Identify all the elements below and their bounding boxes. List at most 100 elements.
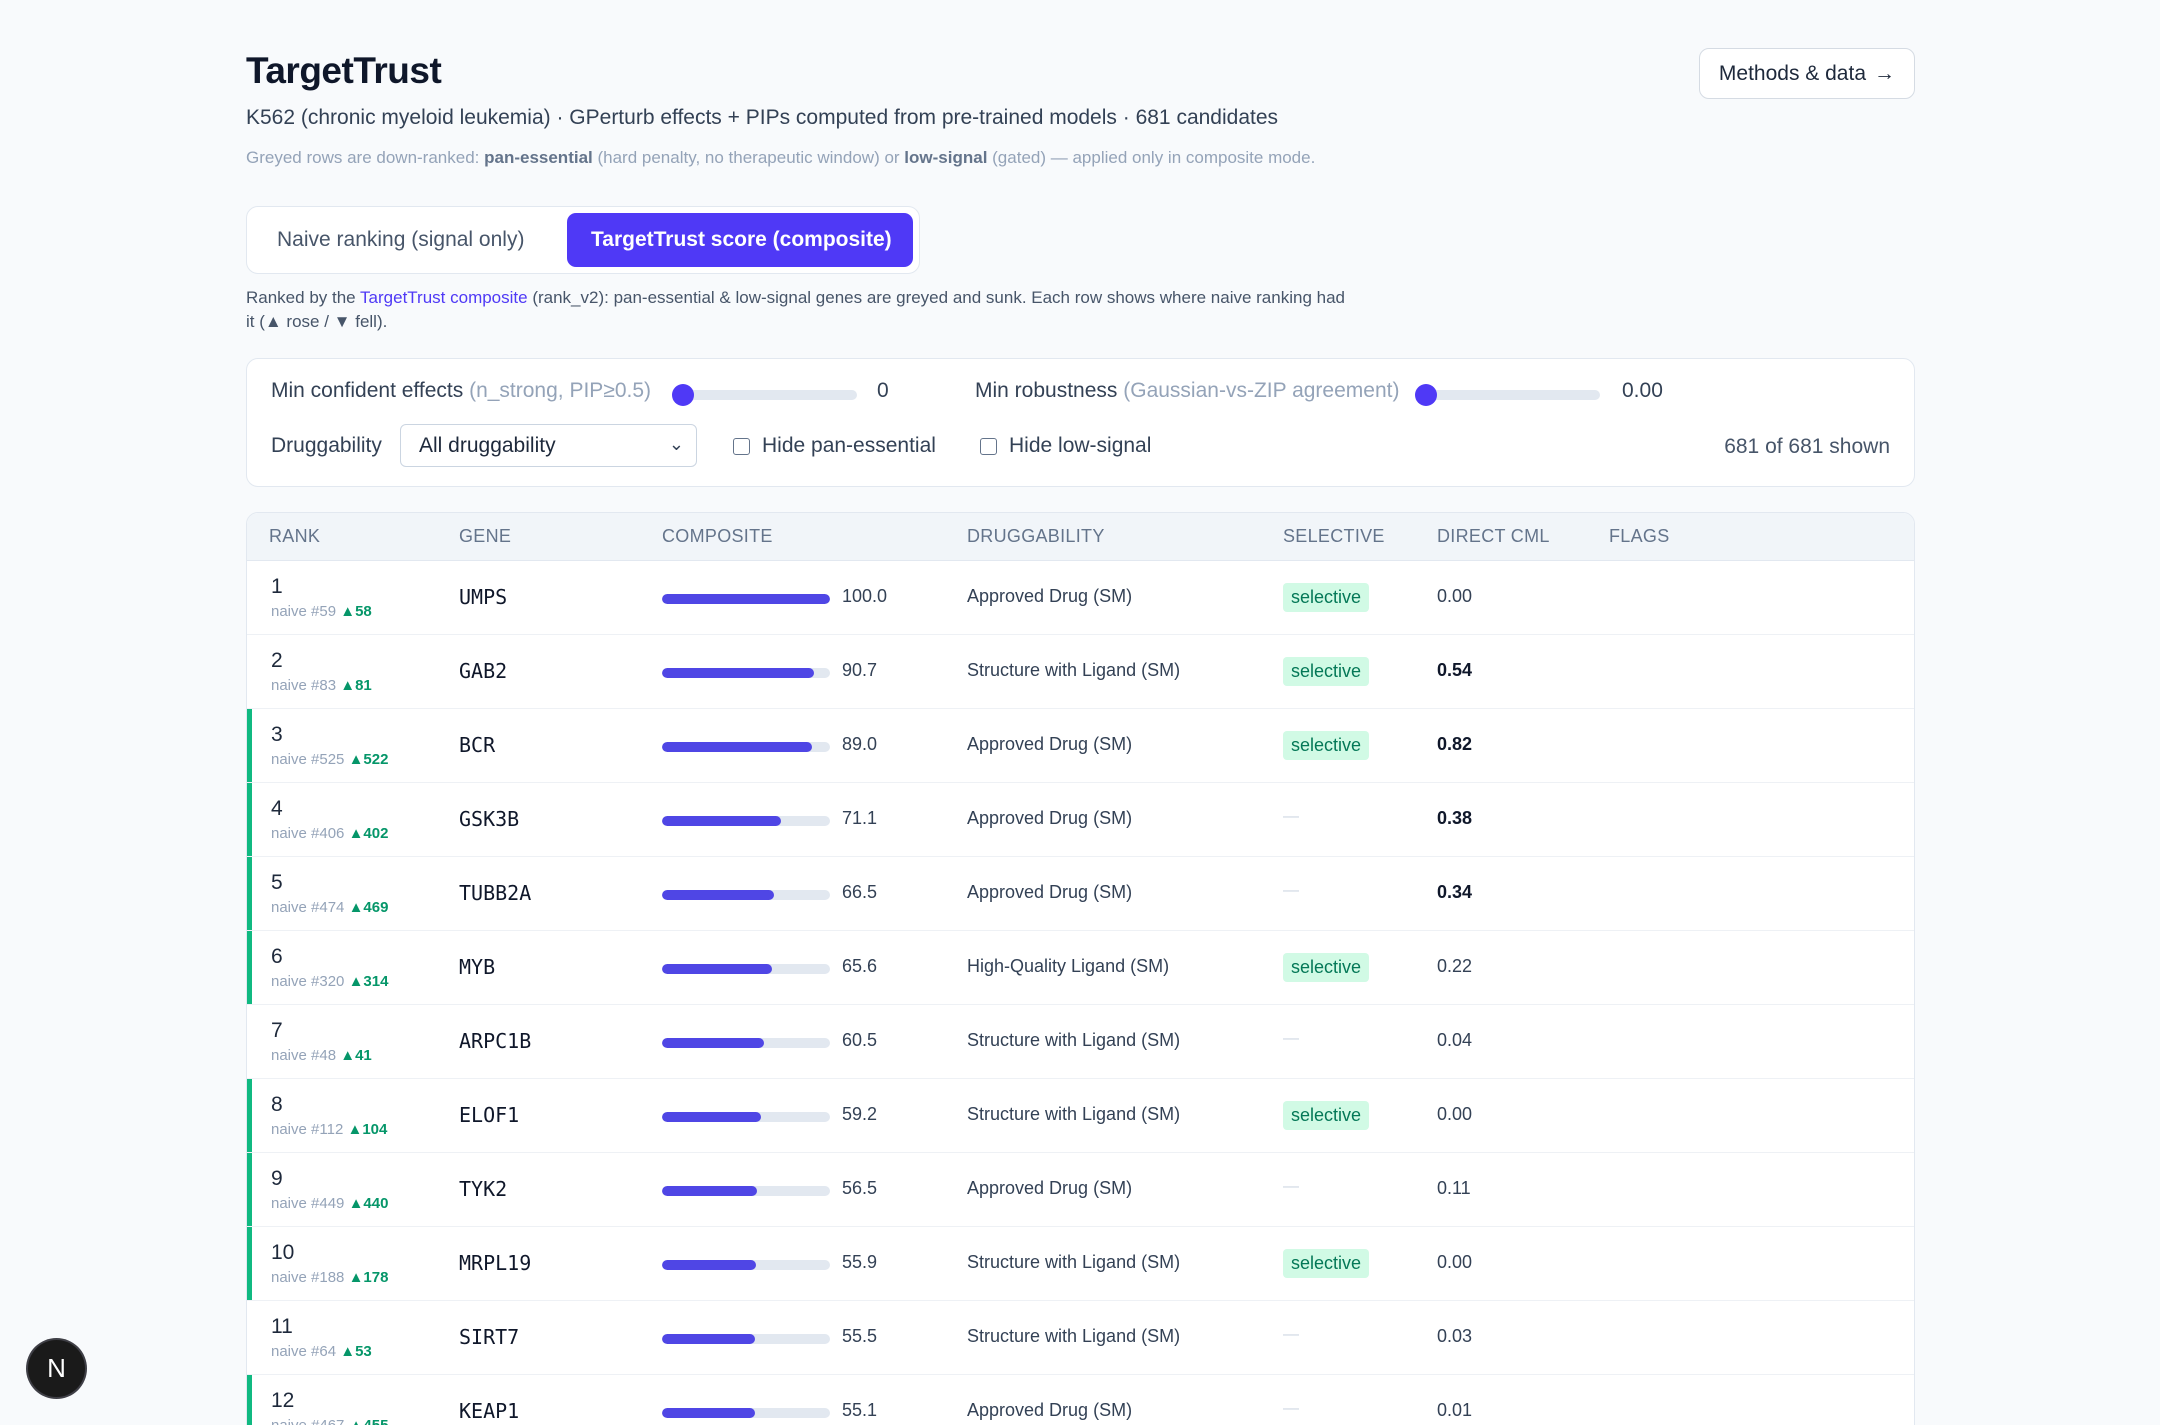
gene-symbol[interactable]: MRPL19 [459, 1251, 532, 1275]
gene-symbol[interactable]: TYK2 [459, 1177, 508, 1201]
naive-rank: naive #59 ▲58 [271, 603, 372, 620]
rank-value: 11 [271, 1315, 293, 1338]
naive-rank: naive #112 ▲104 [271, 1121, 387, 1138]
gene-symbol[interactable]: SIRT7 [459, 1325, 520, 1349]
gene-symbol[interactable]: MYB [459, 955, 496, 979]
selective-empty: — [1283, 882, 1299, 899]
table-row[interactable]: 11 naive #64 ▲53 SIRT7 55.5 Structure wi… [247, 1301, 1914, 1375]
min-robustness-slider[interactable] [1415, 384, 1600, 406]
table-row[interactable]: 10 naive #188 ▲178 MRPL19 55.9 Structure… [247, 1227, 1914, 1301]
naive-rank-text: naive #64 [271, 1343, 337, 1360]
gene-symbol[interactable]: BCR [459, 733, 496, 757]
header: TargetTrust K562 (chronic myeloid leukem… [246, 0, 1915, 200]
note-pan-essential: pan-essential [484, 148, 593, 167]
druggability-value: Structure with Ligand (SM) [967, 1104, 1181, 1124]
rank-value: 7 [271, 1019, 283, 1042]
page-subtitle: K562 (chronic myeloid leukemia) · GPertu… [246, 106, 1279, 129]
rank-delta-up: ▲469 [348, 899, 389, 916]
col-gene[interactable]: Gene [459, 526, 512, 546]
hide-pan-essential-checkbox[interactable]: Hide pan-essential [733, 434, 936, 458]
min-robustness-label: Min robustness (Gaussian-vs-ZIP agreemen… [975, 379, 1399, 403]
checkbox-box[interactable] [980, 437, 997, 455]
rank-value: 10 [271, 1241, 295, 1264]
min-robust-text: Min robustness [975, 379, 1118, 402]
slider-thumb[interactable] [1415, 384, 1437, 406]
composite-bar-fill [662, 668, 815, 678]
checkbox-box[interactable] [733, 437, 750, 455]
composite-bar-fill [662, 1186, 757, 1196]
slider-thumb[interactable] [672, 384, 694, 406]
gene-symbol[interactable]: GAB2 [459, 659, 508, 683]
table-row[interactable]: 2 naive #83 ▲81 GAB2 90.7 Structure with… [247, 635, 1914, 709]
composite-bar [662, 1334, 830, 1344]
rank-value: 5 [271, 871, 283, 894]
next-logo-icon[interactable]: N [28, 1340, 85, 1397]
druggability-selected: All druggability [419, 433, 556, 457]
druggability-select[interactable]: All druggability ⌄ [400, 424, 697, 467]
naive-rank-text: naive #406 [271, 825, 345, 842]
composite-score: 59.2 [842, 1104, 878, 1124]
composite-score: 65.6 [842, 956, 878, 976]
naive-rank-text: naive #188 [271, 1269, 345, 1286]
gene-symbol[interactable]: TUBB2A [459, 881, 532, 905]
gene-symbol[interactable]: ELOF1 [459, 1103, 520, 1127]
gene-symbol[interactable]: ARPC1B [459, 1029, 532, 1053]
tab-composite-score[interactable]: TargetTrust score (composite) [567, 213, 913, 267]
min-effects-slider[interactable] [672, 384, 857, 406]
rank-value: 8 [271, 1093, 283, 1116]
min-robustness-value: 0.00 [1622, 379, 1663, 402]
composite-score: 55.9 [842, 1252, 878, 1272]
druggability-value: Approved Drug (SM) [967, 734, 1133, 754]
naive-rank: naive #449 ▲440 [271, 1195, 388, 1212]
hide-low-signal-checkbox[interactable]: Hide low-signal [980, 434, 1151, 458]
composite-score: 71.1 [842, 808, 878, 828]
rank-value: 6 [271, 945, 283, 968]
composite-bar [662, 1260, 830, 1270]
shown-count: 681 of 681 shown [1724, 435, 1890, 458]
hide-low-label: Hide low-signal [1009, 434, 1152, 457]
table-row[interactable]: 8 naive #112 ▲104 ELOF1 59.2 Structure w… [247, 1079, 1914, 1153]
tab-naive-ranking[interactable]: Naive ranking (signal only) [277, 228, 525, 251]
direct-cml-value: 0.11 [1437, 1178, 1471, 1198]
naive-rank-text: naive #83 [271, 677, 337, 694]
table-row[interactable]: 9 naive #449 ▲440 TYK2 56.5 Approved Dru… [247, 1153, 1914, 1227]
composite-bar-fill [662, 742, 812, 752]
rank-delta-up: ▲104 [347, 1121, 388, 1138]
table-row[interactable]: 7 naive #48 ▲41 ARPC1B 60.5 Structure wi… [247, 1005, 1914, 1079]
gene-symbol[interactable]: GSK3B [459, 807, 520, 831]
gene-symbol[interactable]: UMPS [459, 585, 508, 609]
table-row[interactable]: 4 naive #406 ▲402 GSK3B 71.1 Approved Dr… [247, 783, 1914, 857]
col-druggability[interactable]: Druggability [967, 526, 1105, 546]
composite-bar [662, 964, 830, 974]
composite-bar [662, 742, 830, 752]
composite-bar-fill [662, 1038, 764, 1048]
naive-rank: naive #320 ▲314 [271, 973, 388, 990]
col-rank[interactable]: Rank [269, 526, 321, 546]
table-row[interactable]: 5 naive #474 ▲469 TUBB2A 66.5 Approved D… [247, 857, 1914, 931]
direct-cml-value: 0.00 [1437, 1252, 1473, 1272]
ranking-explanation: Ranked by the TargetTrust composite (ran… [246, 286, 1356, 334]
selective-empty: — [1283, 808, 1299, 825]
min-effects-value: 0 [877, 379, 889, 402]
table-row[interactable]: 12 naive #467 ▲455 KEAP1 55.1 Approved D… [247, 1375, 1914, 1425]
candidates-table: Rank Gene Composite Druggability Selecti… [246, 512, 1915, 1425]
table-row[interactable]: 3 naive #525 ▲522 BCR 89.0 Approved Drug… [247, 709, 1914, 783]
table-row[interactable]: 6 naive #320 ▲314 MYB 65.6 High-Quality … [247, 931, 1914, 1005]
direct-cml-value: 0.01 [1437, 1400, 1473, 1420]
rank-delta-up: ▲81 [340, 677, 372, 694]
col-composite[interactable]: Composite [662, 526, 773, 546]
composite-score: 90.7 [842, 660, 878, 680]
methods-data-button[interactable]: Methods & data → [1698, 48, 1915, 99]
table-row[interactable]: 1 naive #59 ▲58 UMPS 100.0 Approved Drug… [247, 561, 1914, 635]
methods-label: Methods & data [1718, 61, 1866, 85]
gene-symbol[interactable]: KEAP1 [459, 1399, 520, 1423]
col-selective[interactable]: Selective [1283, 526, 1385, 546]
composite-score: 56.5 [842, 1178, 878, 1198]
explain-prefix: Ranked by the [246, 288, 361, 307]
table-header: Rank Gene Composite Druggability Selecti… [247, 513, 1914, 561]
composite-bar-fill [662, 1408, 755, 1418]
down-rank-note: Greyed rows are down-ranked: pan-essenti… [246, 148, 1315, 168]
col-direct-cml[interactable]: Direct CML [1437, 526, 1550, 546]
rank-delta-up: ▲440 [348, 1195, 389, 1212]
col-flags[interactable]: Flags [1609, 526, 1670, 546]
